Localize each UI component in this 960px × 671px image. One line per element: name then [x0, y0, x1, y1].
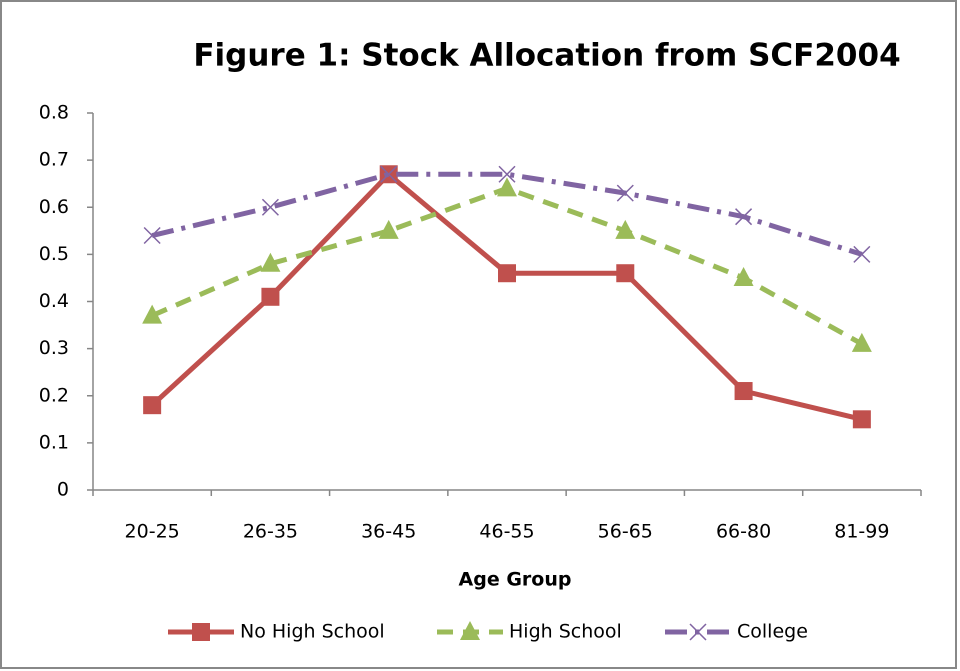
- marker: [378, 219, 399, 239]
- legend-label: College: [737, 621, 808, 643]
- x-axis-title: Age Group: [459, 569, 572, 591]
- chart-title: Figure 1: Stock Allocation from SCF2004: [193, 38, 900, 74]
- x-tick-label: 36-45: [361, 521, 416, 543]
- marker: [615, 219, 636, 239]
- marker: [498, 264, 516, 283]
- marker: [851, 332, 872, 352]
- x-tick-label: 56-65: [598, 521, 653, 543]
- y-tick-label: 0.8: [39, 102, 69, 124]
- marker: [733, 266, 754, 286]
- marker: [735, 208, 753, 226]
- marker: [380, 165, 398, 183]
- x-tick-label: 20-25: [125, 521, 180, 543]
- marker: [853, 245, 871, 263]
- legend-marker: [460, 621, 480, 640]
- y-tick-label: 0.4: [39, 290, 69, 312]
- y-tick-label: 0.3: [39, 337, 69, 359]
- marker: [497, 177, 517, 197]
- marker: [261, 287, 280, 306]
- legend-label: High School: [509, 621, 622, 643]
- marker: [260, 252, 281, 272]
- marker: [616, 264, 635, 283]
- legend-label: No High School: [240, 621, 385, 643]
- marker: [142, 304, 163, 324]
- y-tick-label: 0.2: [39, 384, 69, 406]
- marker: [261, 198, 279, 216]
- y-tick-label: 0.1: [39, 431, 69, 453]
- y-tick-label: 0.5: [39, 243, 69, 265]
- marker: [734, 382, 753, 401]
- marker: [616, 184, 634, 202]
- marker: [143, 396, 162, 415]
- legend-marker: [689, 623, 707, 641]
- legend-marker: [192, 623, 210, 641]
- marker: [498, 165, 516, 183]
- x-tick-label: 26-35: [243, 521, 298, 543]
- x-tick-label: 46-55: [479, 521, 534, 543]
- marker: [143, 226, 161, 245]
- y-tick-label: 0: [57, 479, 69, 501]
- y-tick-label: 0.7: [39, 149, 69, 171]
- y-tick-label: 0.6: [39, 196, 69, 218]
- marker: [852, 410, 871, 429]
- x-tick-label: 81-99: [834, 521, 889, 543]
- x-tick-label: 66-80: [716, 521, 771, 543]
